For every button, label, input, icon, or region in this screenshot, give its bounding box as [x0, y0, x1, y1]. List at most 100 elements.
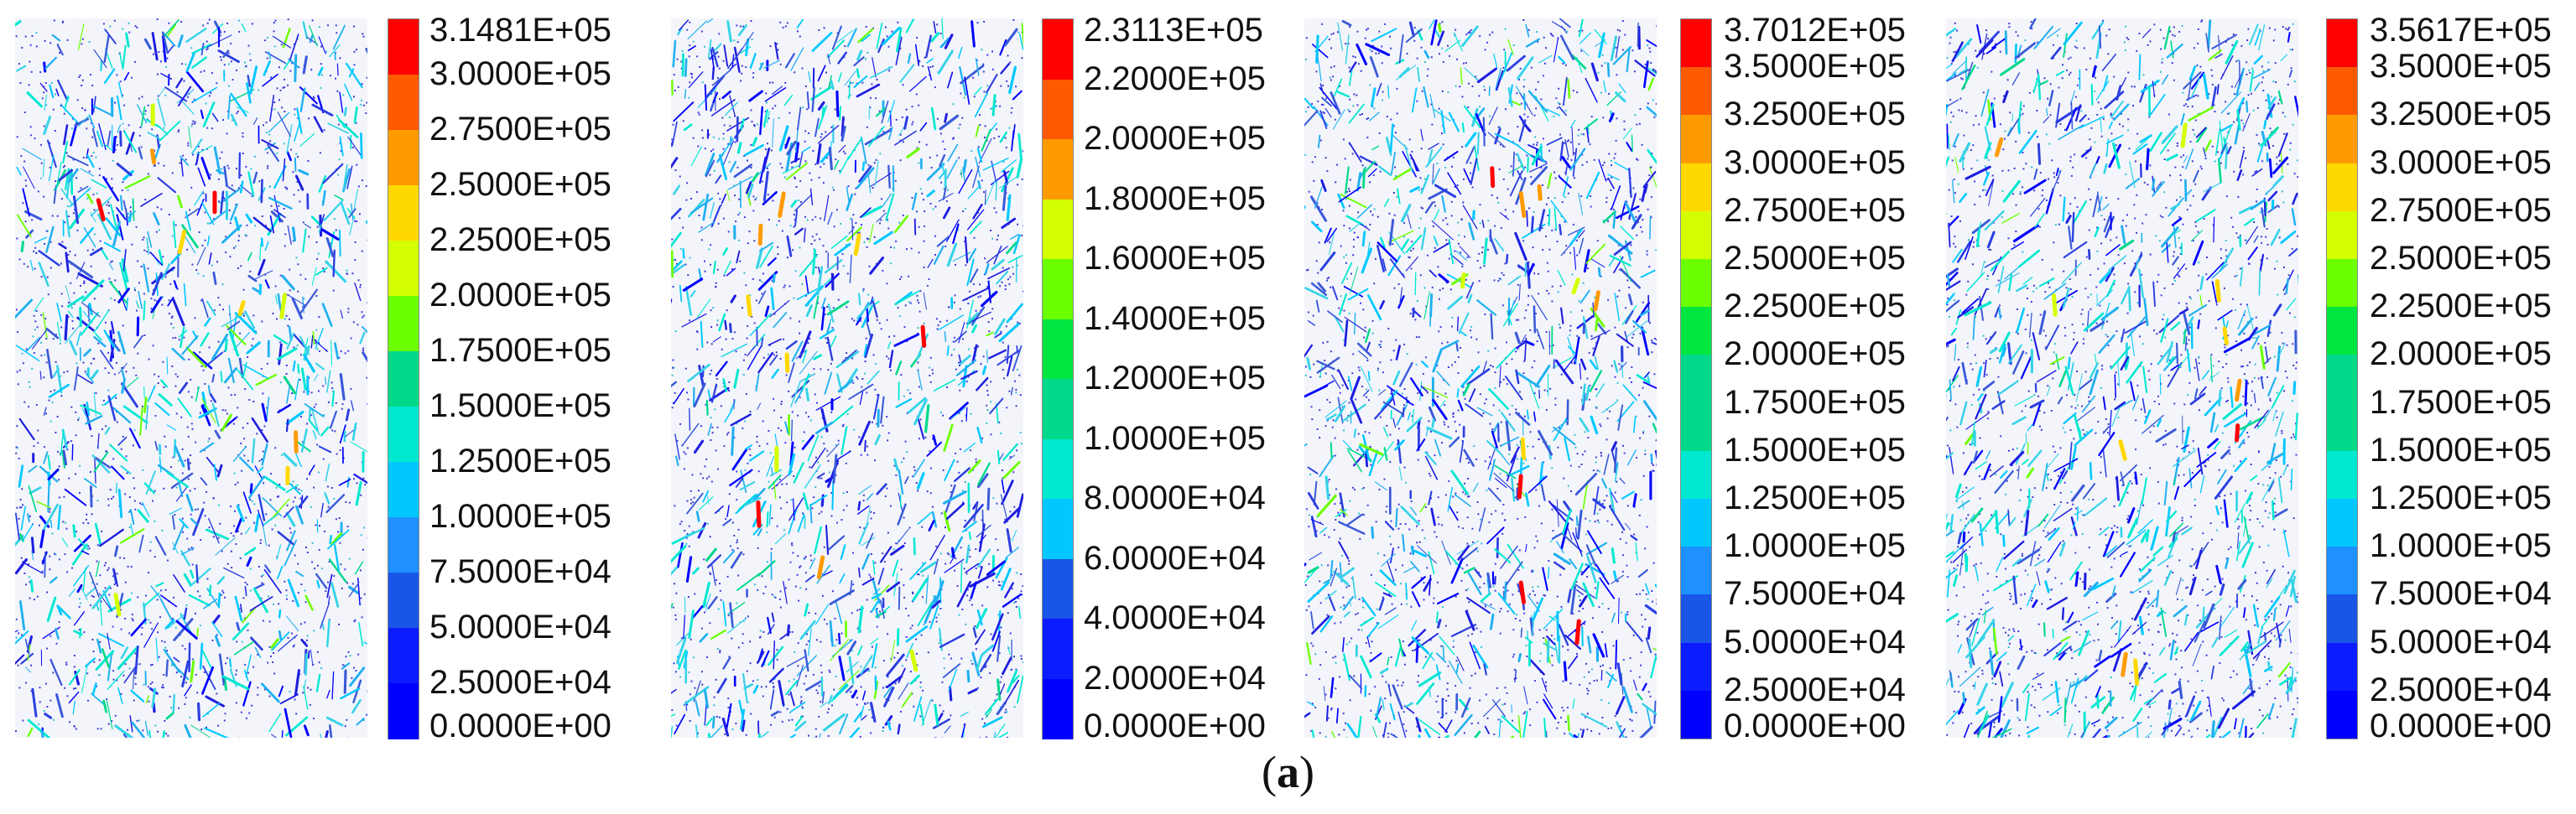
- colorbar-segment: [388, 351, 419, 407]
- colorbar-tick-label: 2.0000E+05: [1724, 335, 1906, 373]
- colorbar-tick-label: 2.7500E+05: [1724, 191, 1906, 229]
- colorbar-tick-label: 5.0000E+04: [2370, 623, 2552, 661]
- colorbar-tick-label: 1.5000E+05: [2370, 431, 2552, 469]
- colorbar-segment: [2327, 210, 2357, 260]
- colorbar-tick-label: 2.3113E+05: [1084, 12, 1263, 49]
- colorbar-tick-label: 2.5000E+04: [1724, 671, 1906, 708]
- colorbar-segment: [388, 683, 419, 739]
- colorbar-segment: [1681, 115, 1711, 164]
- colorbar-segment: [1043, 259, 1073, 319]
- colorbar-segment: [1681, 259, 1711, 308]
- colorbar-tick-label: 3.7012E+05: [1724, 12, 1906, 49]
- colorbar-segment: [1043, 499, 1073, 559]
- colorbar-tick-label: 3.1481E+05: [429, 12, 611, 49]
- colorbar-segment: [1681, 210, 1711, 260]
- colorbar-segment: [2327, 547, 2357, 595]
- colorbar-segment: [388, 19, 419, 75]
- colorbar-tick-label: 1.2500E+05: [2370, 480, 2552, 516]
- colorbar-tick-label: 2.5000E+04: [429, 664, 611, 701]
- colorbar-tick-label: 0.0000E+00: [1724, 708, 1906, 744]
- colorbar-tick-label: 2.2000E+05: [1084, 60, 1266, 97]
- colorbar-tick-label: 1.0000E+05: [1724, 527, 1906, 565]
- particle-dots: [1304, 19, 1657, 738]
- colorbar-tick-label: 1.7500E+05: [1724, 383, 1906, 421]
- colorbar-segment: [1681, 307, 1711, 355]
- colorbar-tick-label: 3.2500E+05: [2370, 96, 2552, 133]
- colorbar-segment: [1681, 499, 1711, 547]
- colorbar-segment: [1043, 438, 1073, 500]
- colorbar-tick-label: 0.0000E+00: [2370, 708, 2552, 744]
- colorbar-segment: [388, 517, 419, 573]
- colorbar-segment: [388, 573, 419, 629]
- colorbar-tick-label: 1.4000E+05: [1084, 299, 1266, 337]
- force-network-texture: [671, 18, 1023, 738]
- particle-dots: [15, 18, 367, 738]
- colorbar-tick-label: 3.0000E+05: [1724, 143, 1906, 181]
- colorbar-tick-label: 2.7500E+05: [2370, 191, 2552, 229]
- force-network-texture: [1946, 18, 2298, 738]
- colorbar-segment: [2327, 594, 2357, 644]
- colorbar-tick-label: 1.6000E+05: [1084, 240, 1266, 277]
- colorbar-tick-label: 1.0000E+05: [429, 498, 611, 535]
- colorbar-segment: [388, 628, 419, 684]
- colorbar-tick-label: 2.2500E+05: [2370, 288, 2552, 325]
- colorbar-tick-label: 1.2500E+05: [1724, 480, 1906, 516]
- colorbar: [1680, 18, 1712, 739]
- colorbar-segment: [2327, 163, 2357, 212]
- colorbar-tick-label: 5.0000E+04: [429, 609, 611, 645]
- colorbar-segment: [388, 130, 419, 186]
- colorbar-segment: [1043, 199, 1073, 260]
- colorbar-tick-label: 4.0000E+04: [1084, 599, 1266, 636]
- colorbar-segment: [1043, 678, 1073, 739]
- colorbar-tick-label: 2.5000E+04: [2370, 671, 2552, 708]
- colorbar-tick-label: 3.2500E+05: [1724, 96, 1906, 133]
- colorbar-segment: [388, 185, 419, 241]
- colorbar-tick-label: 1.5000E+05: [429, 387, 611, 424]
- colorbar-tick-label: 2.0000E+04: [1084, 659, 1266, 697]
- force-network-plot: [671, 18, 1023, 738]
- colorbar-segment: [1043, 319, 1073, 380]
- colorbar-tick-label: 6.0000E+04: [1084, 539, 1266, 577]
- colorbar-segment: [1681, 402, 1711, 452]
- colorbar-segment: [1681, 163, 1711, 212]
- colorbar: [388, 18, 419, 739]
- colorbar-segment: [2327, 115, 2357, 164]
- colorbar-tick-label: 7.5000E+04: [2370, 575, 2552, 613]
- colorbar-tick-label: 1.8000E+05: [1084, 179, 1266, 217]
- force-chains: [15, 18, 367, 738]
- force-network-plot: [15, 18, 367, 738]
- colorbar-tick-label: 0.0000E+00: [429, 708, 611, 744]
- colorbar-tick-label: 3.0000E+05: [429, 55, 611, 92]
- force-chains: [1304, 18, 1657, 738]
- colorbar-segment: [1043, 19, 1073, 80]
- colorbar-segment: [388, 75, 419, 131]
- colorbar-segment: [1681, 450, 1711, 500]
- colorbar-tick-label: 1.7500E+05: [429, 332, 611, 369]
- colorbar-segment: [2327, 355, 2357, 404]
- force-network-texture: [1304, 18, 1657, 738]
- colorbar-tick-label: 1.5000E+05: [1724, 431, 1906, 469]
- colorbar-segment: [1043, 558, 1073, 620]
- colorbar-tick-label: 2.0000E+05: [2370, 335, 2552, 373]
- colorbar-segment: [1681, 642, 1711, 692]
- particle-dots: [1946, 19, 2298, 738]
- force-network-plot: [1946, 18, 2298, 738]
- force-chains: [671, 18, 1023, 738]
- colorbar-tick-label: 2.2500E+05: [429, 221, 611, 258]
- figure-caption: (a): [0, 746, 2576, 798]
- colorbar-segment: [1681, 594, 1711, 644]
- colorbar-tick-label: 8.0000E+04: [1084, 480, 1266, 516]
- colorbar-tick-label: 3.5000E+05: [2370, 48, 2552, 86]
- colorbar-tick-label: 5.0000E+04: [1724, 623, 1906, 661]
- colorbar-segment: [1043, 139, 1073, 200]
- colorbar-tick-label: 2.2500E+05: [1724, 288, 1906, 325]
- colorbar-segment: [2327, 642, 2357, 692]
- colorbar-tick-label: 2.7500E+05: [429, 111, 611, 148]
- colorbar-segment: [2327, 499, 2357, 547]
- colorbar-tick-label: 2.5000E+05: [429, 166, 611, 203]
- colorbar-tick-label: 2.0000E+05: [1084, 120, 1266, 157]
- colorbar-segment: [388, 296, 419, 352]
- colorbar: [2326, 18, 2358, 739]
- colorbar-tick-label: 7.5000E+04: [429, 553, 611, 590]
- colorbar-segment: [2327, 402, 2357, 452]
